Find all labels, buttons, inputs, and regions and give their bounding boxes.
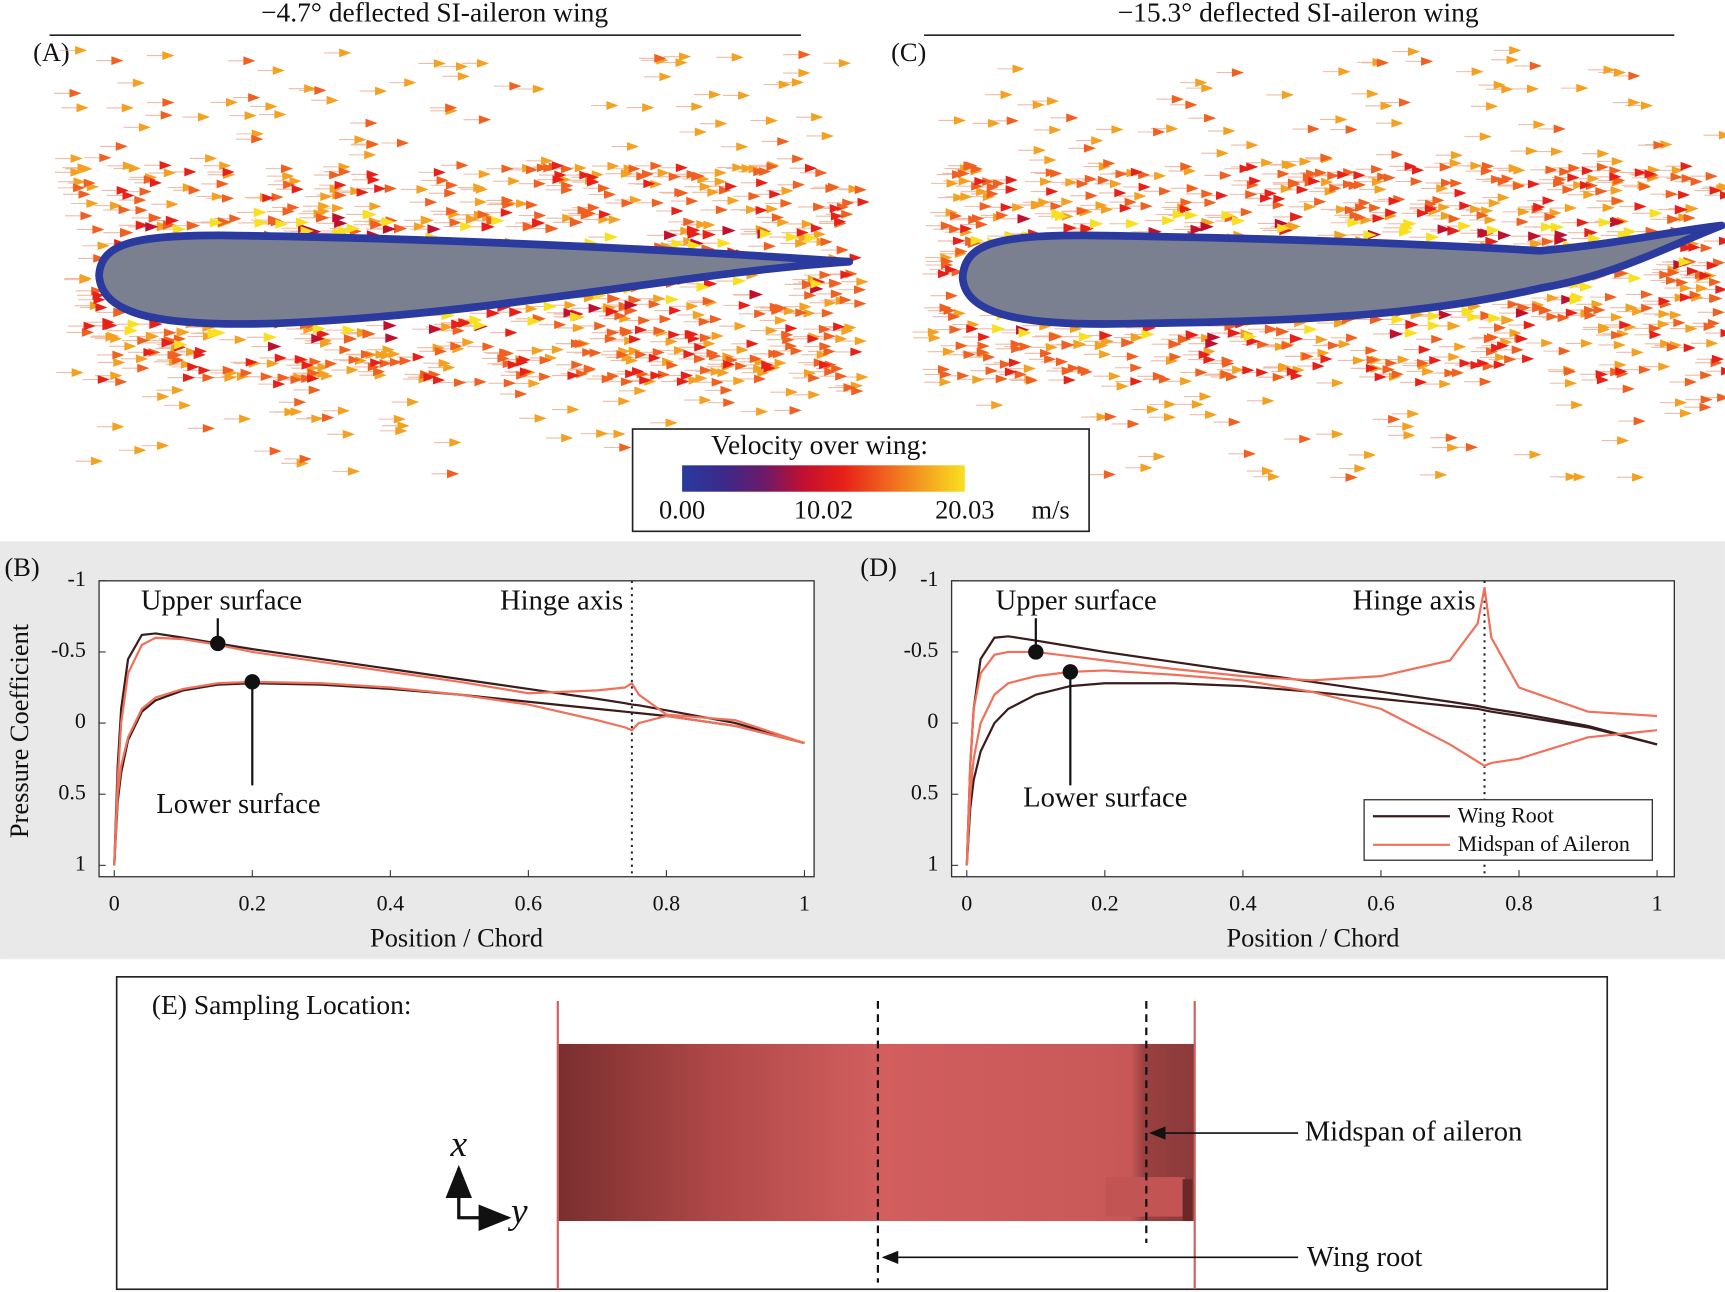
- legend-label: Wing Root: [1458, 802, 1554, 827]
- annotation: Hinge axis: [1353, 585, 1476, 616]
- x-tick-label: 1: [1652, 890, 1663, 915]
- y-tick-label: -1: [68, 566, 86, 591]
- legend-box: [1363, 799, 1653, 861]
- annotation-dot: [1028, 644, 1044, 660]
- x-tick-label: 1: [799, 890, 810, 915]
- colorbar-tick-label: 20.03: [935, 495, 994, 525]
- aileron-edge: [1182, 1179, 1193, 1222]
- panel-title: −15.3° deflected SI-aileron wing: [1118, 0, 1479, 28]
- annotation-dot: [210, 635, 226, 652]
- x-tick-label: 0.2: [239, 890, 267, 915]
- cp-line: [113, 682, 805, 866]
- cp-line: [113, 680, 805, 866]
- panel-label: (B): [4, 552, 39, 582]
- axis-name: y: [507, 1191, 528, 1232]
- colorbar: 0.00 10.02 20.03: [659, 465, 994, 525]
- x-tick-label: 0: [961, 890, 972, 915]
- panel-label: (A): [33, 37, 70, 67]
- panel-title: −4.7° deflected SI-aileron wing: [261, 0, 608, 28]
- cp-line: [965, 635, 1658, 866]
- flow-arrows: [1016, 213, 1687, 349]
- x-tick-label: 0.8: [653, 890, 681, 915]
- cp-line: [965, 682, 1658, 866]
- y-axis-label: Pressure Coefficient: [4, 623, 34, 838]
- colorbar-tick-label: 0.00: [659, 495, 705, 525]
- x-tick-label: 0.8: [1505, 890, 1533, 915]
- annotation: Hinge axis: [500, 585, 623, 616]
- y-tick-label: 0: [75, 708, 86, 733]
- x-tick-label: 0.4: [377, 890, 405, 915]
- y-tick-label: -1: [920, 566, 938, 591]
- y-tick-label: 0: [927, 708, 938, 733]
- plot-area: [98, 580, 815, 878]
- colorbar-title: Velocity over wing:: [711, 429, 928, 460]
- axis-name: x: [449, 1124, 467, 1165]
- wing: [557, 1043, 1195, 1222]
- x-axis-label: Position / Chord: [1226, 923, 1399, 953]
- flow-arrows: [124, 207, 824, 350]
- y-tick-label: -0.5: [904, 637, 939, 662]
- sampling-label: (E) Sampling Location:: [152, 989, 412, 1020]
- cp-line: [113, 632, 805, 866]
- annotation: Lower surface: [1023, 782, 1187, 813]
- airfoil: [958, 221, 1725, 328]
- cp-line: [965, 587, 1658, 866]
- sampling-text: Wing root: [1307, 1242, 1423, 1273]
- x-tick-label: 0.2: [1091, 890, 1118, 915]
- panel-label: (D): [860, 552, 897, 582]
- y-tick-label: 0.5: [911, 779, 939, 804]
- sampling-text: Midspan of aileron: [1305, 1117, 1523, 1148]
- x-tick-label: 0.6: [1367, 890, 1395, 915]
- x-tick-label: 0.4: [1229, 890, 1256, 915]
- flow-fields: [54, 45, 1725, 482]
- annotation: Upper surface: [141, 585, 302, 616]
- cp-line: [965, 669, 1658, 866]
- aileron: [1105, 1177, 1185, 1217]
- legend-label: Midspan of Aileron: [1458, 831, 1630, 856]
- flow-arrows: [937, 161, 1725, 387]
- y-tick-label: 1: [75, 850, 86, 875]
- x-tick-label: 0: [109, 890, 120, 915]
- x-axis-label: Position / Chord: [370, 923, 543, 953]
- y-tick-label: 1: [927, 850, 938, 875]
- annotation-dot: [1062, 664, 1079, 680]
- colorbar-scale: [682, 465, 965, 492]
- x-tick-label: 0.6: [515, 890, 543, 915]
- annotation-dot: [244, 674, 260, 690]
- colorbar-unit: m/s: [1032, 495, 1070, 525]
- annotation: Upper surface: [996, 585, 1157, 616]
- y-tick-label: -0.5: [51, 637, 86, 662]
- colorbar-tick-label: 10.02: [794, 495, 853, 525]
- annotation: Lower surface: [156, 789, 320, 820]
- airfoil: [95, 231, 854, 328]
- y-tick-label: 0.5: [58, 779, 85, 804]
- panel-label: (C): [891, 37, 926, 67]
- cp-line: [113, 636, 805, 866]
